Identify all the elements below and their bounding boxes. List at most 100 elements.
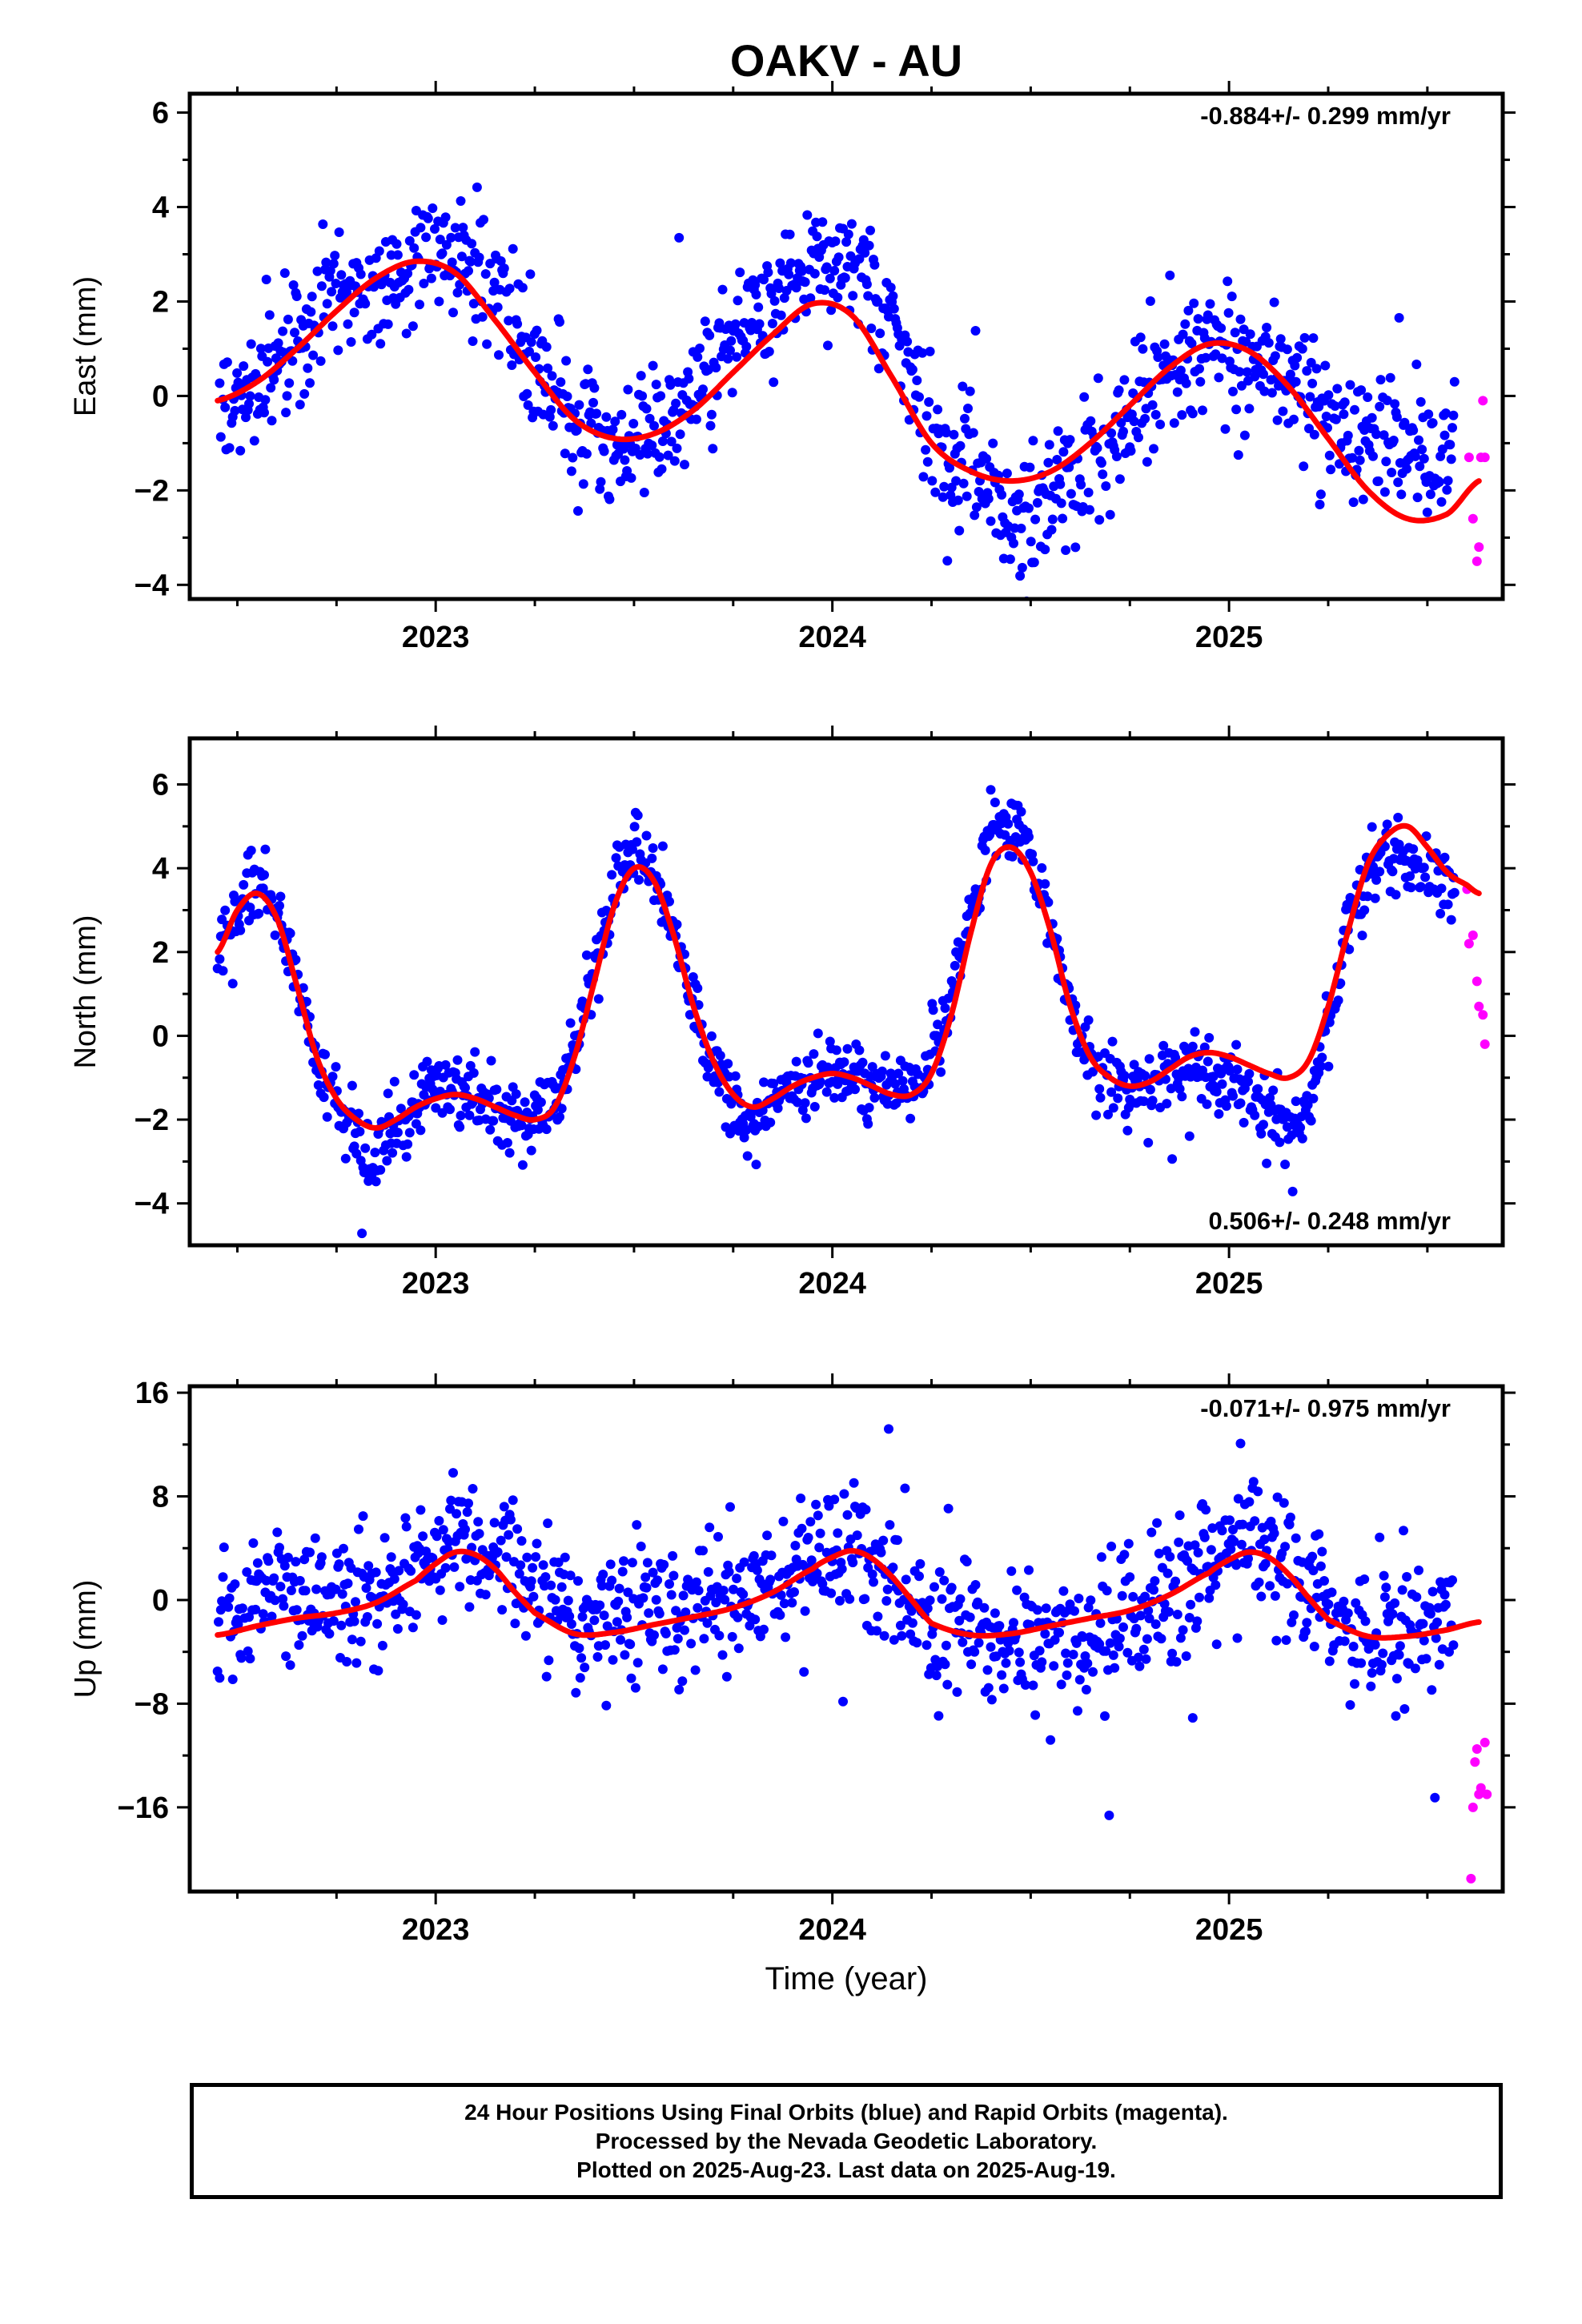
final-orbit-point xyxy=(750,1614,761,1625)
final-orbit-point xyxy=(1402,1572,1412,1582)
final-orbit-point xyxy=(1307,378,1318,388)
final-orbit-point xyxy=(1250,1516,1260,1526)
final-orbit-point xyxy=(531,352,541,362)
final-orbit-point xyxy=(556,377,566,388)
final-orbit-point xyxy=(809,1049,819,1059)
final-orbit-point xyxy=(829,1092,840,1103)
y-tick-label: 0 xyxy=(152,1019,169,1053)
final-orbit-point xyxy=(379,1533,390,1543)
final-orbit-point xyxy=(403,268,413,279)
final-orbit-point xyxy=(1412,493,1423,503)
final-orbit-point xyxy=(1414,435,1423,445)
final-orbit-point xyxy=(815,1528,825,1538)
final-orbit-point xyxy=(628,419,639,428)
final-orbit-point xyxy=(1183,305,1194,316)
final-orbit-point xyxy=(750,279,761,290)
final-orbit-point xyxy=(902,336,913,347)
final-orbit-point xyxy=(1102,1586,1112,1596)
final-orbit-point xyxy=(949,429,959,440)
final-orbit-point xyxy=(723,354,733,364)
final-orbit-point xyxy=(727,1631,737,1642)
final-orbit-point xyxy=(264,310,275,320)
final-orbit-point xyxy=(763,267,773,278)
final-orbit-point xyxy=(1138,1096,1149,1107)
final-orbit-point xyxy=(447,257,457,267)
final-orbit-point xyxy=(776,1590,786,1600)
final-orbit-point xyxy=(1275,334,1286,344)
final-orbit-point xyxy=(1320,360,1331,371)
final-orbit-point xyxy=(1193,314,1203,324)
final-orbit-point xyxy=(791,1056,801,1067)
final-orbit-point xyxy=(1122,1647,1133,1658)
final-orbit-point xyxy=(354,1524,363,1534)
y-tick-label: 6 xyxy=(152,97,169,131)
final-orbit-point xyxy=(361,1583,371,1593)
final-orbit-point xyxy=(1054,1627,1064,1638)
final-orbit-point xyxy=(797,1105,808,1116)
final-orbit-point xyxy=(842,1043,853,1054)
final-orbit-point xyxy=(1125,1572,1135,1582)
final-orbit-point xyxy=(1360,1616,1371,1626)
final-orbit-point xyxy=(389,1076,400,1087)
final-orbit-point xyxy=(1366,1681,1376,1691)
final-orbit-point xyxy=(1150,1576,1160,1586)
final-orbit-point xyxy=(351,1597,360,1607)
final-orbit-point xyxy=(480,269,491,279)
final-orbit-point xyxy=(965,1612,975,1622)
y-tick-label: 8 xyxy=(152,1481,169,1514)
final-orbit-point xyxy=(269,375,279,385)
final-orbit-point xyxy=(1003,818,1014,829)
final-orbit-point xyxy=(278,326,288,336)
final-orbit-point xyxy=(374,246,384,256)
final-orbit-point xyxy=(881,1596,892,1606)
final-orbit-point xyxy=(1066,489,1076,499)
final-orbit-point xyxy=(577,1611,588,1622)
final-orbit-point xyxy=(937,1594,947,1604)
final-orbit-point xyxy=(632,1658,643,1668)
final-orbit-point xyxy=(864,1103,874,1113)
final-orbit-point xyxy=(1387,468,1397,477)
final-orbit-point xyxy=(837,1564,847,1574)
final-orbit-point xyxy=(474,252,484,263)
final-orbit-point xyxy=(803,1058,813,1068)
final-orbit-point xyxy=(492,1084,502,1095)
final-orbit-point xyxy=(717,1650,728,1660)
final-orbit-point xyxy=(550,1594,560,1605)
final-orbit-point xyxy=(762,1530,773,1541)
final-orbit-point xyxy=(665,1579,674,1589)
final-orbit-point xyxy=(1096,458,1106,468)
final-orbit-point xyxy=(821,262,832,272)
final-orbit-point xyxy=(1208,1072,1219,1082)
final-orbit-point xyxy=(1390,399,1400,409)
final-orbit-point xyxy=(564,1611,575,1622)
final-orbit-point xyxy=(1300,1626,1311,1637)
final-orbit-point xyxy=(1285,1512,1295,1522)
final-orbit-point xyxy=(418,1531,428,1542)
final-orbit-point xyxy=(677,1676,688,1687)
final-orbit-point xyxy=(966,1659,977,1670)
final-orbit-point xyxy=(456,251,467,262)
final-orbit-point xyxy=(879,1630,889,1641)
final-orbit-point xyxy=(258,1609,268,1619)
final-orbit-point xyxy=(809,268,820,279)
final-orbit-point xyxy=(943,1503,954,1514)
final-orbit-point xyxy=(725,1502,735,1512)
final-orbit-point xyxy=(377,1640,387,1651)
final-orbit-point xyxy=(983,1683,994,1693)
final-orbit-point xyxy=(656,391,666,401)
final-orbit-point xyxy=(641,1582,652,1593)
final-orbit-point xyxy=(1391,1711,1401,1721)
final-orbit-point xyxy=(1113,1093,1123,1104)
final-orbit-point xyxy=(954,525,965,536)
final-orbit-point xyxy=(1002,468,1012,479)
final-orbit-point xyxy=(1028,436,1038,446)
final-orbit-point xyxy=(1326,464,1336,475)
final-orbit-point xyxy=(1150,409,1161,420)
final-orbit-point xyxy=(215,378,225,388)
final-orbit-point xyxy=(468,336,478,346)
final-orbit-point xyxy=(1356,385,1367,396)
final-orbit-point xyxy=(739,1132,749,1143)
final-orbit-point xyxy=(1050,1634,1060,1645)
final-orbit-point xyxy=(598,1570,608,1579)
final-orbit-point xyxy=(1024,832,1034,842)
